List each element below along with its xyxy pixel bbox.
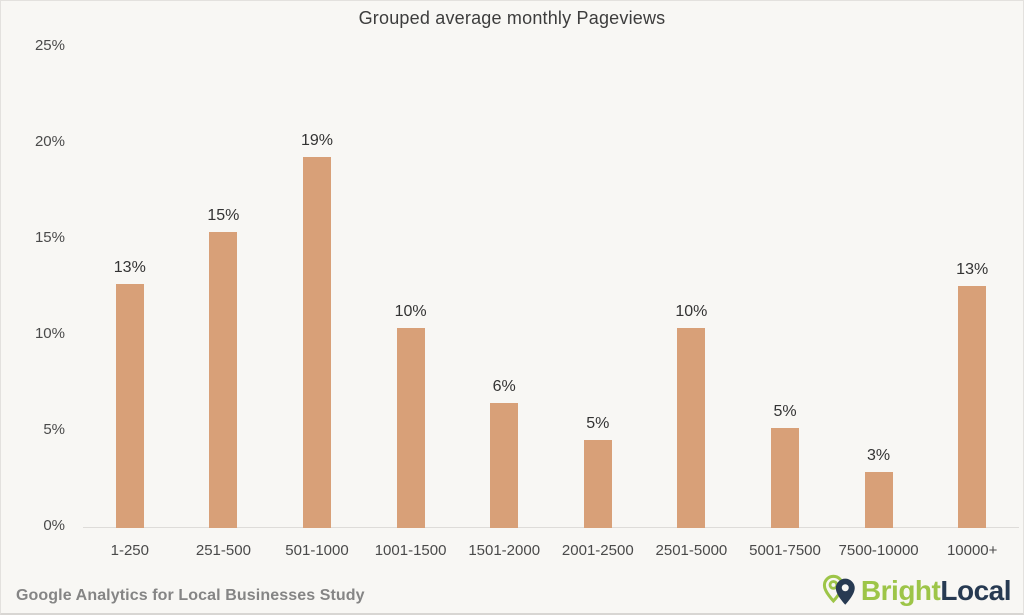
brightlocal-logo: Bright Local <box>822 573 1011 609</box>
bar-value-label: 13% <box>113 259 146 276</box>
y-axis-tick-label: 0% <box>43 517 65 534</box>
x-axis-tick-label: 2501-5000 <box>655 542 728 559</box>
y-axis-tick-label: 10% <box>34 325 65 342</box>
bar-value-label: 5% <box>586 415 610 432</box>
x-axis-line <box>83 527 1019 528</box>
footer: Google Analytics for Local Businesses St… <box>1 573 1023 613</box>
bar-value-label: 5% <box>773 403 797 420</box>
x-axis-tick-label: 5001-7500 <box>749 542 821 559</box>
x-axis-tick-label: 251-500 <box>195 542 251 559</box>
bar <box>958 286 987 528</box>
bar <box>303 157 331 528</box>
x-axis-tick-label: 1-250 <box>110 542 149 559</box>
bar <box>490 403 519 528</box>
source-text: Google Analytics for Local Businesses St… <box>16 587 365 604</box>
x-axis-tick-label: 7500-10000 <box>838 542 919 559</box>
x-axis-tick-label: 2001-2500 <box>561 542 634 559</box>
bar-value-label: 3% <box>867 447 891 464</box>
bar <box>583 440 612 528</box>
bar <box>209 232 238 528</box>
bar-value-label: 13% <box>956 261 989 278</box>
bar-value-label: 15% <box>207 207 240 224</box>
bar-value-label: 10% <box>394 303 427 320</box>
brand-name-bright: Bright <box>860 575 941 606</box>
x-axis-tick-label: 1001-1500 <box>374 542 447 559</box>
chart-title: Grouped average monthly Pageviews <box>358 8 666 28</box>
y-axis-tick-label: 20% <box>34 133 65 150</box>
x-axis-tick-label: 10000+ <box>946 542 998 559</box>
bar <box>864 472 893 528</box>
bar-value-label: 19% <box>300 132 334 149</box>
brand-name-local: Local <box>940 575 1011 606</box>
bar <box>771 428 799 528</box>
map-pin-icon <box>822 574 855 605</box>
y-axis-tick-label: 25% <box>34 37 65 54</box>
y-axis-tick-label: 5% <box>43 421 65 438</box>
bar <box>115 284 144 528</box>
bar <box>677 328 706 528</box>
bar-value-label: 6% <box>492 378 516 395</box>
bar-value-label: 10% <box>675 303 708 320</box>
x-axis-tick-label: 1501-2000 <box>468 542 541 559</box>
x-axis-tick-label: 501-1000 <box>285 542 349 559</box>
y-axis-tick-label: 15% <box>34 229 65 246</box>
bar <box>396 328 425 528</box>
